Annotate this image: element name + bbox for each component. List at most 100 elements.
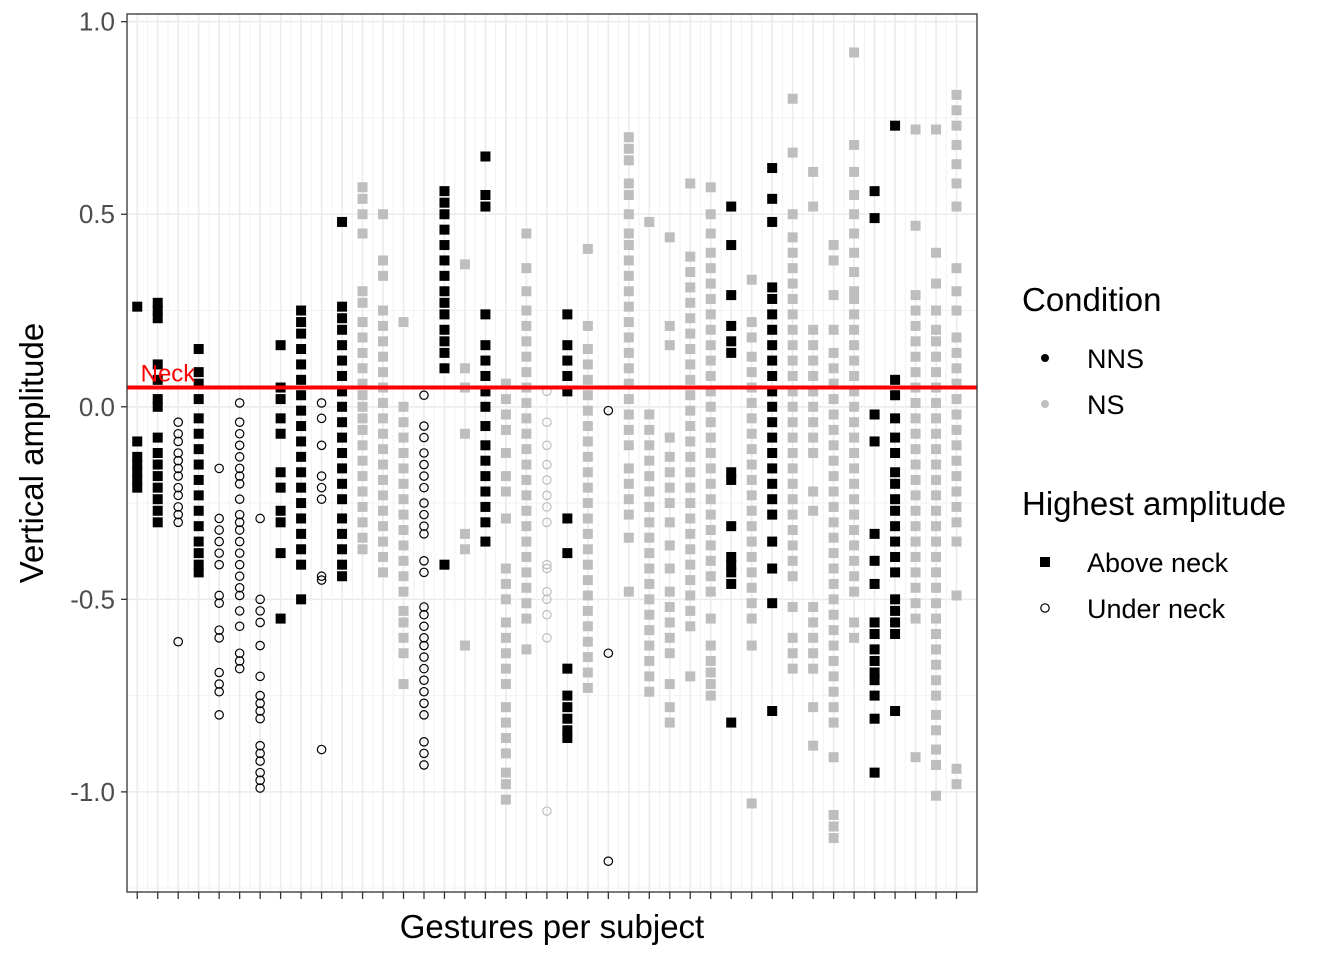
data-point-square xyxy=(275,517,286,528)
data-point-square xyxy=(378,536,389,547)
data-point-square xyxy=(357,182,368,193)
data-point-square xyxy=(296,405,307,416)
data-point-square xyxy=(849,309,860,320)
data-point-circle xyxy=(419,602,429,612)
data-point-square xyxy=(849,525,860,536)
data-point-square xyxy=(849,386,860,397)
data-point-square xyxy=(705,401,716,412)
data-point-square xyxy=(357,363,368,374)
data-point-square xyxy=(746,582,757,593)
data-point-circle xyxy=(173,455,184,466)
data-point-square xyxy=(726,347,737,358)
data-point-circle xyxy=(542,586,552,597)
data-point-square xyxy=(931,413,942,424)
data-point-square xyxy=(562,386,573,397)
data-point-circle xyxy=(419,567,429,578)
data-point-square xyxy=(521,351,532,362)
data-point-square xyxy=(459,363,470,374)
data-point-square xyxy=(623,332,634,343)
data-point-square xyxy=(828,594,839,605)
data-point-square xyxy=(787,401,798,412)
data-point-circle xyxy=(603,648,614,659)
data-point-square xyxy=(828,563,839,574)
data-point-square xyxy=(480,386,491,397)
data-point-circle xyxy=(419,698,429,709)
data-point-square xyxy=(849,166,860,177)
data-point-square xyxy=(787,209,798,220)
data-point-square xyxy=(726,717,737,728)
data-point-square xyxy=(726,559,737,570)
data-point-square xyxy=(746,397,757,408)
data-point-square xyxy=(767,432,778,443)
data-point-square xyxy=(890,605,901,616)
data-point-square xyxy=(296,436,307,447)
data-point-square xyxy=(500,717,511,728)
data-point-square xyxy=(808,740,819,751)
data-point-square xyxy=(890,448,901,458)
data-point-square xyxy=(705,370,716,381)
data-point-square xyxy=(787,571,798,582)
data-point-circle xyxy=(419,529,429,539)
data-point-square xyxy=(582,320,593,331)
data-point-square xyxy=(521,505,532,516)
data-point-square xyxy=(726,290,737,301)
data-point-circle xyxy=(419,621,429,632)
data-point-square xyxy=(562,732,573,743)
data-point-square xyxy=(152,359,163,370)
data-point-circle xyxy=(234,452,245,462)
data-point-square xyxy=(767,293,778,304)
data-point-square xyxy=(623,178,634,189)
data-point-square xyxy=(849,571,860,582)
data-point-square xyxy=(869,617,880,628)
data-point-circle xyxy=(419,521,429,531)
data-point-square xyxy=(398,417,409,428)
data-point-square xyxy=(623,228,634,239)
data-point-square xyxy=(623,586,634,597)
data-point-square xyxy=(357,532,368,543)
data-point-square xyxy=(685,374,696,385)
data-point-square xyxy=(767,494,778,505)
legend-title: Condition xyxy=(1022,281,1161,318)
data-point-square xyxy=(931,336,942,347)
data-point-square xyxy=(705,640,716,651)
data-point-square xyxy=(398,317,409,328)
data-point-square xyxy=(459,544,470,555)
data-point-circle xyxy=(419,609,429,620)
data-point-square xyxy=(685,297,696,308)
data-point-square xyxy=(890,567,901,578)
data-point-square xyxy=(562,713,573,724)
data-point-square xyxy=(644,655,655,666)
data-point-square xyxy=(644,471,655,482)
data-point-square xyxy=(275,467,286,478)
data-point-square xyxy=(951,471,962,482)
data-point-square xyxy=(808,340,819,351)
data-point-square xyxy=(767,216,778,227)
data-point-square xyxy=(705,613,716,624)
data-point-square xyxy=(767,309,778,320)
data-point-square xyxy=(787,340,798,351)
data-point-circle xyxy=(316,494,327,505)
data-point-square xyxy=(787,602,798,613)
data-point-square xyxy=(767,386,778,397)
data-point-square xyxy=(951,394,962,405)
data-point-square xyxy=(664,340,675,351)
data-point-square xyxy=(890,617,901,628)
data-point-square xyxy=(910,567,921,578)
data-point-circle xyxy=(419,432,429,443)
data-point-square xyxy=(951,424,962,435)
data-point-square xyxy=(398,525,409,536)
data-point-square xyxy=(275,428,286,439)
data-point-square xyxy=(767,324,778,335)
data-point-square xyxy=(808,648,819,659)
data-point-circle xyxy=(234,428,245,439)
data-point-square xyxy=(152,305,163,316)
data-point-circle xyxy=(173,502,184,512)
data-point-square xyxy=(685,605,696,616)
data-point-square xyxy=(337,301,348,312)
data-point-square xyxy=(623,270,634,281)
data-point-circle xyxy=(419,686,429,697)
data-point-circle xyxy=(316,413,327,424)
data-point-square xyxy=(787,147,798,158)
data-point-square xyxy=(787,525,798,536)
